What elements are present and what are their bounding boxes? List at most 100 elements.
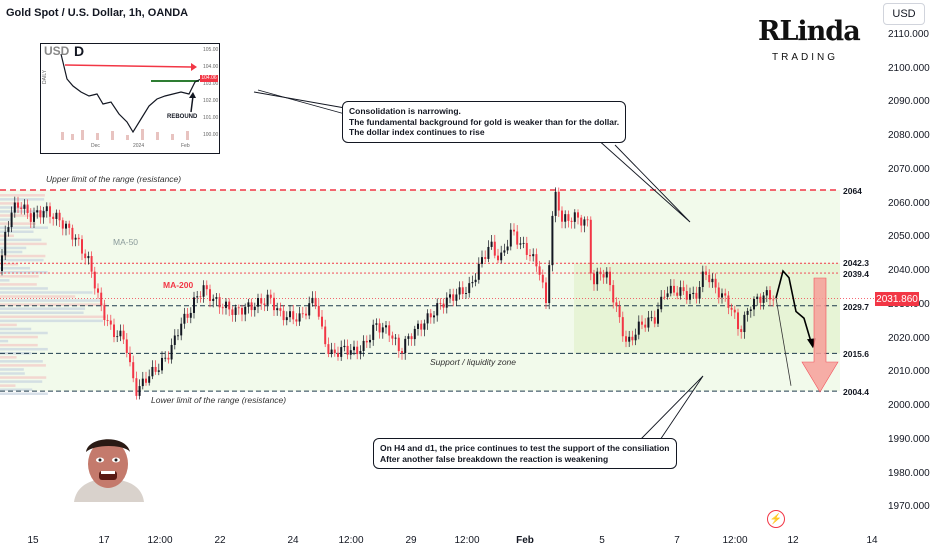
candle-body [23,204,26,209]
alert-bolt-icon[interactable]: ⚡ [767,510,785,528]
inset-ytick: 103.00 [203,81,219,87]
currency-selector[interactable]: USD [883,3,925,25]
candle-body [81,239,83,254]
candle-body [589,219,592,274]
inset-volume [61,129,189,140]
candle-body [362,340,365,352]
candle-body [689,294,691,300]
candle-body [186,313,189,318]
candle-body [52,216,55,219]
candle-body [740,329,743,333]
candle-body [295,319,298,322]
candle-body [311,297,314,304]
candle-body [628,336,631,342]
projection-alt-path [775,297,792,386]
candle-body [644,324,647,328]
x-tick-label: 15 [27,535,39,546]
candle-body [29,213,32,222]
volume-profile-bar [0,323,17,327]
level-label: 2029.7 [843,302,869,312]
candle-body [679,287,682,296]
candle-body [346,345,349,355]
candle-body [500,252,503,261]
candle-body [135,378,138,396]
inset-xtick: Feb [181,143,190,149]
candle-body [337,353,339,357]
y-tick-label: 1970.000 [888,501,930,513]
volume-profile-bar [0,360,43,363]
candle-body [487,246,490,259]
candle-body [10,212,13,228]
label-support-zone: Support / liquidity zone [430,357,516,367]
candle-body [445,297,448,308]
candle-body [519,243,522,245]
candle-body [244,306,247,315]
volume-profile-bar [0,250,23,254]
candle-body [148,376,151,383]
callout-pointer [253,91,346,109]
candle-body [637,321,640,335]
candle-body [36,210,39,213]
x-tick-label: 22 [214,535,226,546]
x-tick-label: 17 [98,535,110,546]
inset-rebound-head [189,92,196,98]
candle-body [103,305,106,321]
inset-plot [60,53,202,140]
inset-arrow-head [191,63,197,71]
candle-body [618,306,621,318]
candle-body [225,301,227,308]
candle-body [391,335,394,339]
candle-body [167,357,170,360]
volume-profile-bar [0,295,76,298]
candle-body [423,323,426,330]
candle-body [141,378,144,387]
candle-body [375,323,378,325]
projection-path [775,269,813,346]
volume-profile-bar [0,376,47,379]
candle-body [359,351,362,355]
candle-body [289,311,291,318]
candle-body [692,292,695,295]
volume-profile-bar [0,271,48,274]
candle-body [1,255,3,271]
volume-profile-bar [0,364,46,367]
candle-body [596,271,599,285]
candle-body [397,337,400,352]
candle-body [577,212,579,218]
volume-profile-bar [0,234,14,238]
candle-body [759,296,762,303]
candle-body [231,309,234,315]
candle-body [349,350,352,355]
volume-profile-bar [0,279,10,282]
candle-body [93,271,96,289]
candle-body [570,220,573,222]
volume-profile-bar [0,356,17,359]
inset-xtick: Dec [91,143,100,149]
candle-body [100,292,103,306]
candle-body [516,231,519,245]
candle-body [762,295,765,303]
candle-body [263,303,266,305]
candle-body [125,339,128,353]
x-tick-label: 12 [787,535,799,546]
candle-body [497,255,499,261]
volume-profile-bar [0,384,16,387]
candle-body [292,311,295,320]
candle-body [564,214,567,222]
candle-body [727,295,730,308]
candle-body [301,313,304,315]
volume-profile-bar [0,307,86,310]
candle-body [407,336,410,339]
candle-body [183,313,186,324]
x-tick-label: 12:00 [722,535,748,546]
candle-body [545,282,547,304]
x-tick-label: 7 [674,535,680,546]
inset-ytick: 104.00 [203,64,219,70]
candle-body [593,273,595,285]
y-tick-label: 2050.000 [888,231,930,243]
volume-profile-bar [0,299,103,302]
logo-subtext: TRADING [772,52,838,63]
candle-body [327,344,330,354]
candle-body [26,204,29,214]
